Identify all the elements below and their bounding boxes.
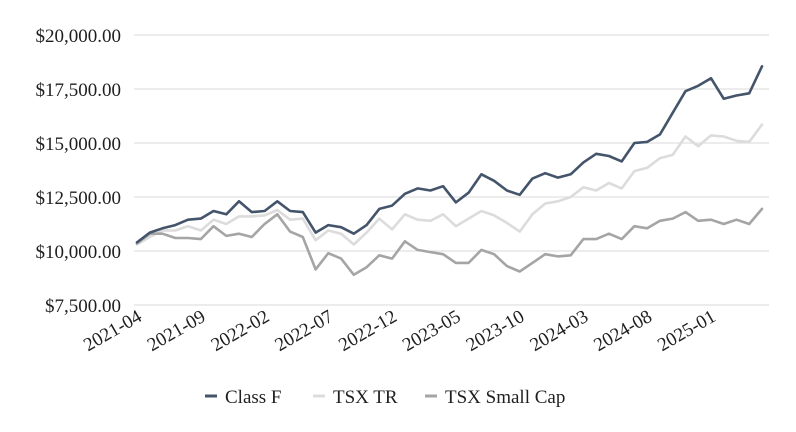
x-tick-label: 2024-08 (590, 306, 655, 356)
y-tick-label: $17,500.00 (36, 80, 122, 101)
y-tick-label: $10,000.00 (36, 242, 122, 263)
x-tick-label: 2022-07 (271, 306, 336, 356)
gridlines (134, 34, 769, 306)
y-tick-label: $7,500.00 (45, 296, 121, 317)
y-tick-label: $15,000.00 (36, 134, 122, 155)
legend-label: Class F (225, 387, 282, 408)
legend-label: TSX TR (333, 387, 398, 408)
x-tick-label: 2023-10 (463, 306, 528, 356)
x-tick-label: 2024-03 (527, 306, 592, 356)
y-axis-ticks: $20,000.00 $17,500.00 $15,000.00 $12,500.00… (36, 26, 122, 317)
y-tick-label: $20,000.00 (36, 26, 122, 47)
x-tick-label: 2025-01 (654, 306, 719, 356)
y-tick-label: $12,500.00 (36, 188, 122, 209)
x-tick-label: 2022-12 (335, 306, 400, 356)
x-tick-label: 2023-05 (399, 306, 464, 356)
x-tick-label: 2021-09 (144, 306, 209, 356)
x-tick-label: 2022-02 (208, 306, 273, 356)
legend: Class F TSX TR TSX Small Cap (205, 387, 565, 408)
series-line-tsx-small-cap (135, 207, 764, 277)
series-lines (135, 65, 764, 277)
series-line-tsx-tr (135, 123, 764, 246)
x-axis-ticks: 2021-042021-092022-022022-072022-122023-… (80, 306, 719, 356)
legend-label: TSX Small Cap (445, 387, 565, 408)
series-line-class-f (135, 65, 764, 244)
